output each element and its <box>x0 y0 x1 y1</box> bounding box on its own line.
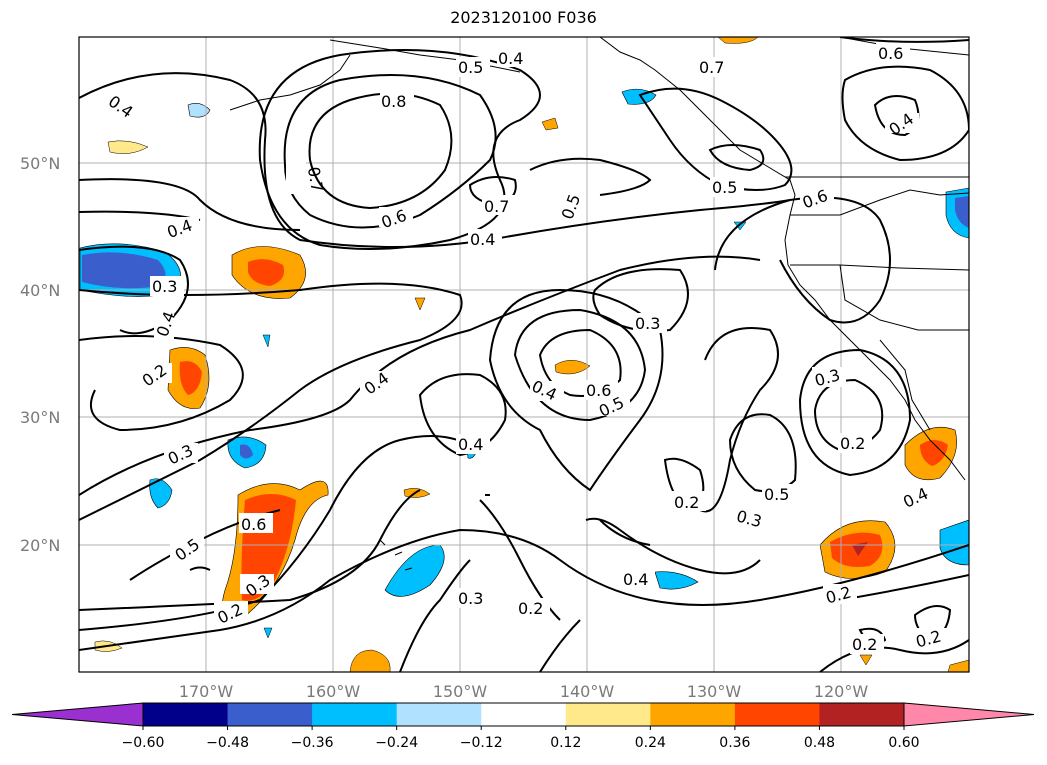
lat-label: 30°N <box>20 408 60 427</box>
contour-label: 0.6 <box>586 381 611 400</box>
contour-label: 0.2 <box>852 635 877 654</box>
pos-area <box>107 140 149 154</box>
contour-label: 0.4 <box>458 435 483 454</box>
pos-area <box>541 117 559 131</box>
neg-area <box>82 252 166 289</box>
colorbar-segment <box>819 703 905 726</box>
pos-area <box>414 297 426 311</box>
colorbar-segment <box>565 703 651 726</box>
contour-label: 0.5 <box>712 178 737 197</box>
lat-axis: 50°N 40°N 30°N 20°N <box>20 154 60 555</box>
contour-label: 0.4 <box>498 49 523 68</box>
colorbar-tick-label: 0.36 <box>719 735 750 751</box>
pos-area <box>717 37 759 44</box>
pos-area <box>859 654 873 666</box>
neg-area <box>262 334 271 348</box>
colorbar-tick-label: −0.12 <box>460 735 503 751</box>
lon-label: 140°W <box>560 682 615 701</box>
lon-axis: 170°W 160°W 150°W 140°W 130°W 120°W <box>179 682 869 701</box>
neg-area <box>187 103 211 118</box>
contour-label: 0.5 <box>458 58 483 77</box>
contour-label: 0.3 <box>458 589 483 608</box>
contour-label: 0.5 <box>764 485 789 504</box>
map-frame <box>78 36 970 673</box>
lat-label: 20°N <box>20 536 60 555</box>
pos-area <box>947 659 969 672</box>
contour-label: 0.8 <box>381 92 406 111</box>
contour-label: 0.7 <box>304 165 327 193</box>
contour-label: 0.2 <box>674 493 699 512</box>
contour-label: 0.2 <box>518 599 543 618</box>
contour-label: 0.6 <box>878 44 903 63</box>
neg-area <box>955 196 969 228</box>
neg-area <box>240 444 253 459</box>
lon-label: 170°W <box>179 682 234 701</box>
neg-area <box>654 571 699 590</box>
colorbar-segment <box>396 703 482 726</box>
contour-label: 0.7 <box>699 58 724 77</box>
colorbar-extend-low <box>11 702 144 727</box>
lat-label: 40°N <box>20 281 60 300</box>
colorbar: −0.60 −0.48 −0.36 −0.24 −0.12 0.12 0.24 0.36 0.4… <box>11 702 1035 751</box>
colorbar-tick-label: 0.12 <box>550 735 581 751</box>
colorbar-tick-label: 0.60 <box>888 735 919 751</box>
contour-label: 0.3 <box>152 277 177 296</box>
neg-area <box>939 519 969 566</box>
lon-label: 160°W <box>306 682 361 701</box>
pos-area <box>248 259 285 286</box>
shading-layer <box>79 37 969 672</box>
contour-label: 0.7 <box>484 197 509 216</box>
lon-label: 120°W <box>814 682 869 701</box>
contour-labels: 0.4 0.5 0.8 0.7 0.6 0.4 0.4 0.7 0.5 0.7 … <box>105 43 947 654</box>
lat-label: 50°N <box>20 154 60 173</box>
colorbar-segment <box>227 703 313 726</box>
contour-lines <box>79 37 969 672</box>
neg-area <box>263 627 273 639</box>
pos-area <box>349 649 391 672</box>
contour-label: 0.4 <box>623 570 648 589</box>
colorbar-segment <box>650 703 736 726</box>
pos-area <box>403 487 431 498</box>
pos-area <box>920 440 948 466</box>
colorbar-tick-label: 0.48 <box>804 735 835 751</box>
contour-label: 0.6 <box>241 515 266 534</box>
neg-area <box>384 544 445 597</box>
colorbar-tick-label: −0.36 <box>291 735 334 751</box>
colorbar-extend-high <box>903 702 1035 727</box>
gridlines <box>79 37 969 672</box>
pos-area <box>179 361 202 395</box>
contour-label: 0.2 <box>840 434 865 453</box>
lon-label: 150°W <box>433 682 488 701</box>
contour-label: 0.3 <box>635 314 660 333</box>
colorbar-tick-label: −0.24 <box>375 735 418 751</box>
colorbar-frame <box>142 702 905 727</box>
colorbar-tick-label: −0.48 <box>206 735 249 751</box>
colorbar-segment <box>143 703 229 726</box>
contour-label: 0.4 <box>470 230 495 249</box>
map-title: 2023120100 F036 <box>450 8 597 27</box>
colorbar-segment <box>312 703 398 726</box>
colorbar-segment <box>734 703 820 726</box>
contour-label: 0.4 <box>105 92 137 122</box>
colorbar-tick-label: −0.60 <box>122 735 165 751</box>
pos-area <box>554 360 591 375</box>
colorbar-segment <box>481 703 567 726</box>
colorbar-tick-label: 0.24 <box>635 735 666 751</box>
lon-label: 130°W <box>687 682 742 701</box>
